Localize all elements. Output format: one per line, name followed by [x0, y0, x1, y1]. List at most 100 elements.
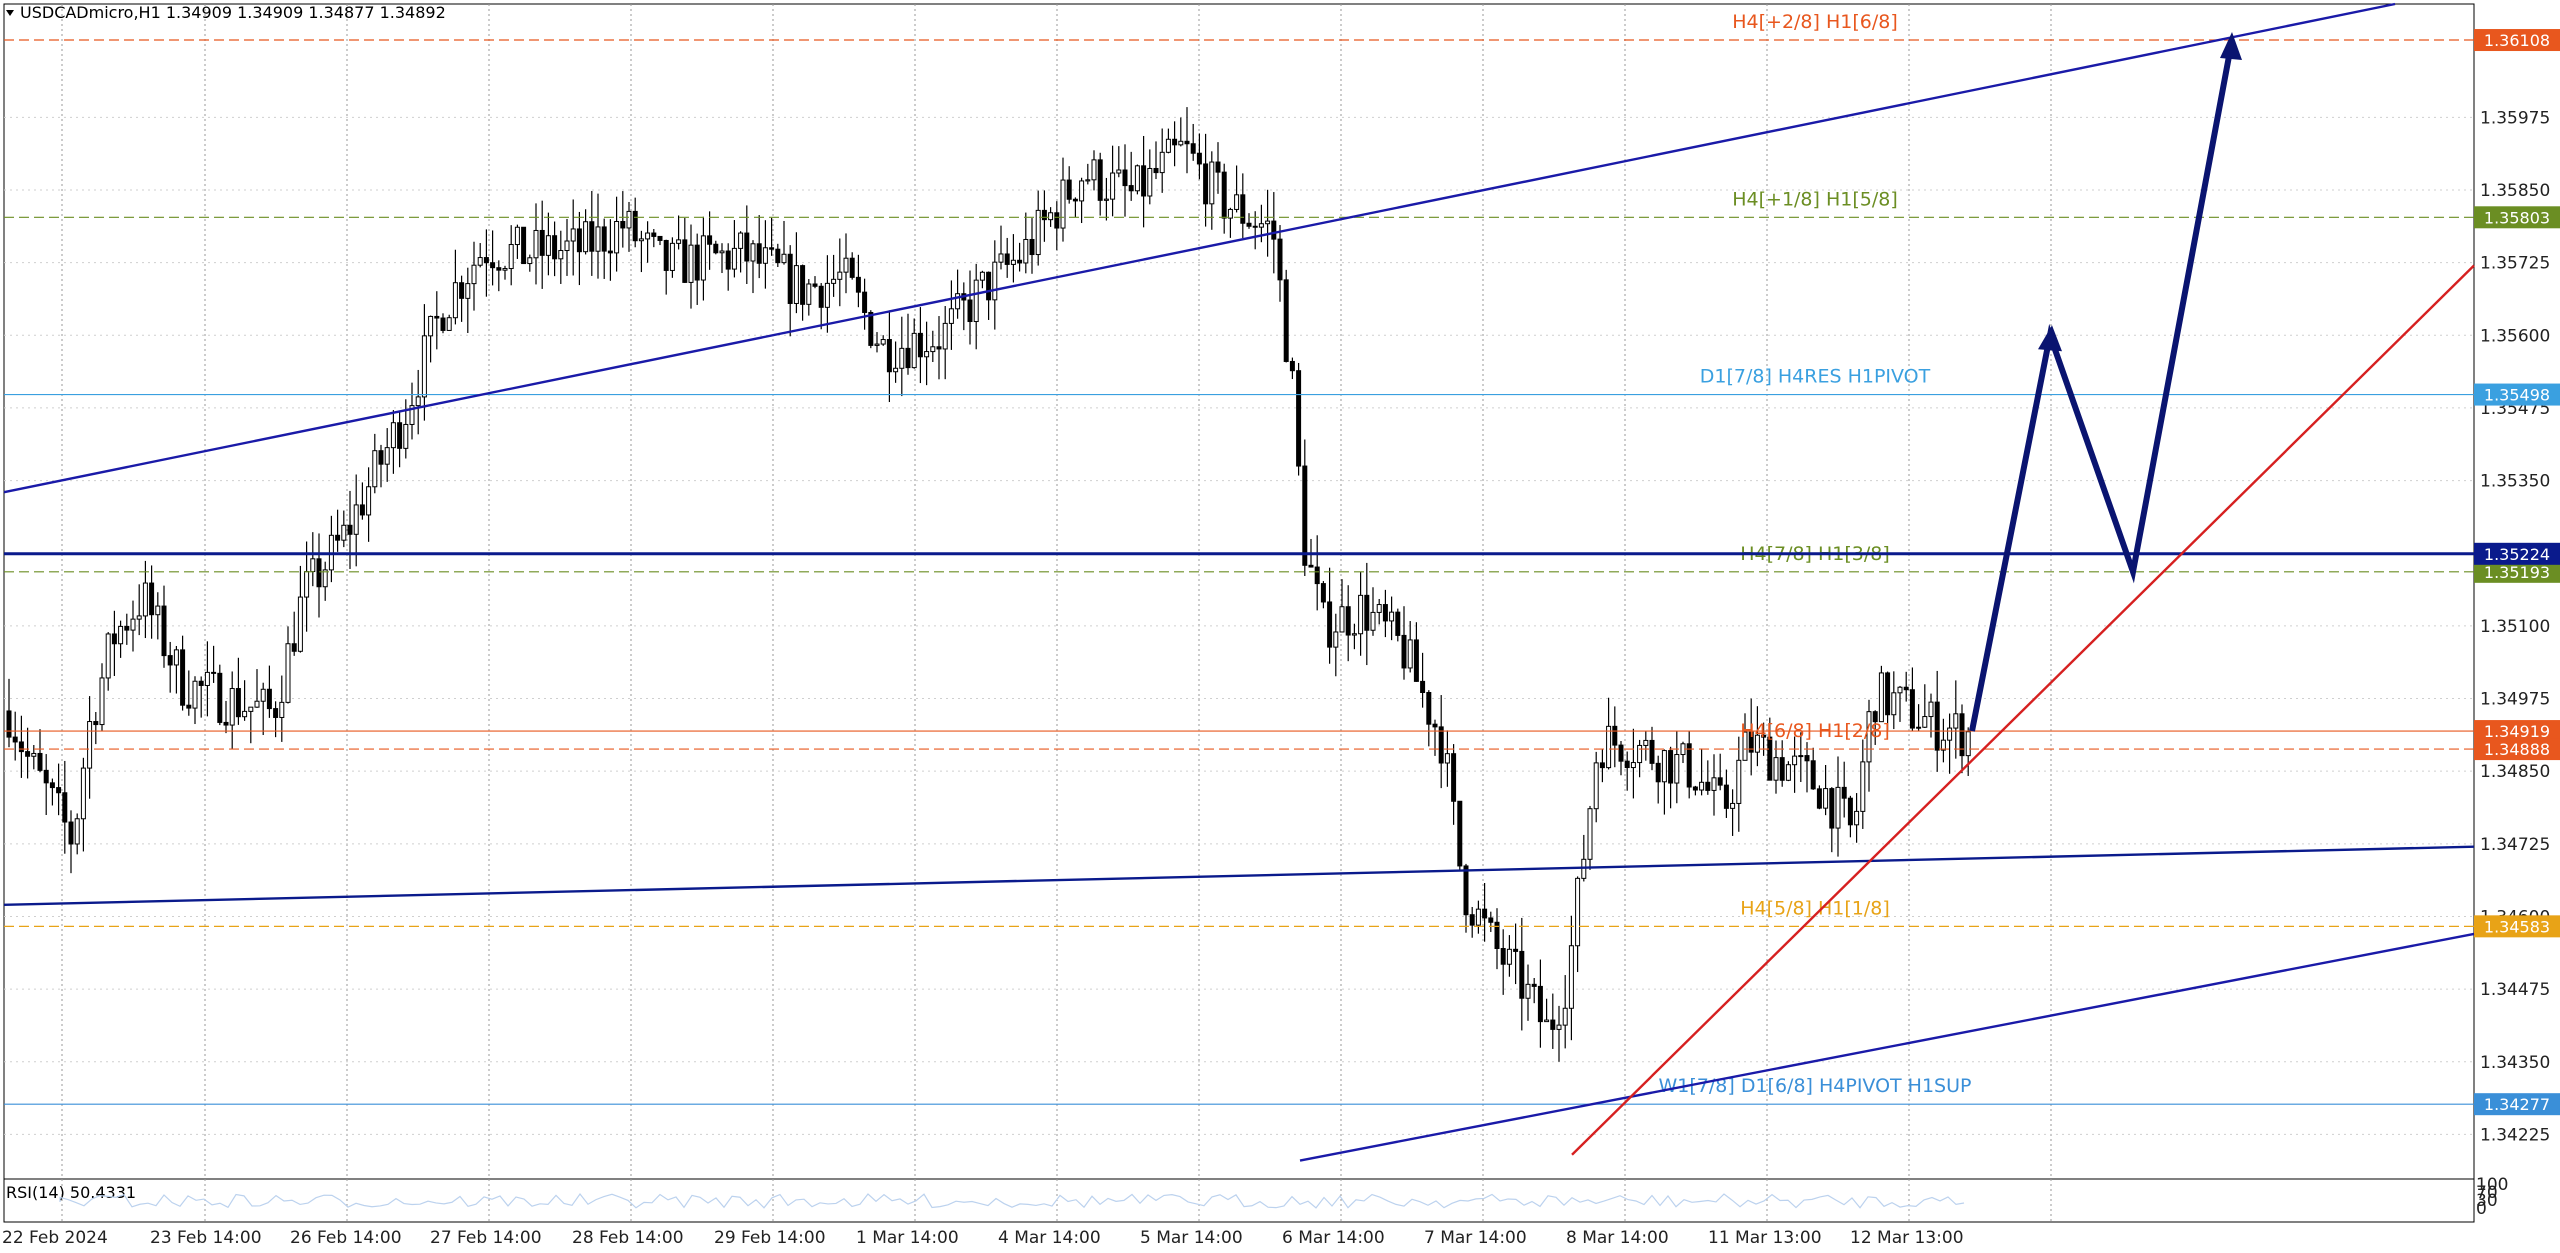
candle-body	[483, 257, 489, 264]
candle-body	[359, 504, 365, 516]
y-tick-label: 1.35725	[2480, 254, 2550, 274]
candle-body	[192, 680, 198, 709]
candle-body	[1457, 800, 1463, 867]
candle-body	[1475, 908, 1481, 926]
y-tick-label: 1.35350	[2480, 472, 2550, 492]
candle-body	[911, 332, 917, 369]
candle-body	[800, 265, 806, 305]
price-tag-label: 1.34583	[2484, 917, 2550, 936]
candle-body	[335, 534, 341, 541]
candle-body	[1934, 701, 1940, 751]
candle-body	[1376, 604, 1382, 613]
candle-body	[570, 228, 576, 242]
candle-body	[471, 264, 477, 285]
candle-body	[446, 317, 452, 331]
candle-body	[1289, 360, 1295, 372]
candle-body	[1382, 604, 1388, 622]
candle-body	[118, 625, 124, 645]
candle-body	[390, 422, 396, 449]
candle-body	[56, 787, 62, 794]
candle-body	[657, 235, 663, 241]
y-tick-label: 1.34850	[2480, 762, 2550, 782]
candle-body	[223, 721, 229, 726]
candle-body	[1010, 259, 1016, 265]
x-tick-label: 12 Mar 13:00	[1850, 1228, 1964, 1248]
candle-body	[831, 278, 837, 284]
candle-body	[1103, 198, 1109, 201]
candle-body	[1283, 279, 1289, 362]
candle-body	[1401, 634, 1407, 669]
candle-body	[1798, 755, 1804, 758]
candle-body	[719, 250, 725, 254]
candle-body	[502, 268, 508, 271]
candle-body	[1234, 194, 1240, 210]
candle-body	[886, 339, 892, 373]
candle-body	[1258, 223, 1264, 228]
candle-body	[1395, 611, 1401, 636]
candle-body	[6, 710, 12, 738]
candle-body	[1227, 208, 1233, 219]
x-tick-label: 8 Mar 14:00	[1566, 1228, 1669, 1248]
level-label: D1[7/8] H4RES H1PIVOT	[1700, 366, 1931, 388]
candle-body	[676, 239, 682, 244]
x-tick-label: 4 Mar 14:00	[998, 1228, 1101, 1248]
candle-body	[1568, 945, 1574, 1009]
candle-body	[769, 247, 775, 250]
candle-body	[12, 736, 18, 743]
candle-body	[415, 396, 421, 407]
level-label: W1[7/8] D1[6/8] H4PIVOT H1SUP	[1659, 1075, 1972, 1097]
candle-body	[1463, 865, 1469, 916]
x-tick-label: 22 Feb 2024	[2, 1228, 108, 1248]
candle-body	[1488, 917, 1494, 923]
candle-body	[1618, 744, 1624, 762]
candle-body	[316, 558, 322, 588]
trendline-rising-trend	[1571, 264, 2475, 1156]
price-tag	[2474, 206, 2560, 229]
candle-body	[242, 710, 248, 718]
candle-body	[37, 752, 43, 771]
price-tag-label: 1.35193	[2484, 563, 2550, 582]
candle-body	[1823, 788, 1829, 809]
candle-body	[1085, 179, 1091, 182]
candle-body	[1308, 564, 1314, 568]
candle-body	[1190, 143, 1196, 154]
candle-body	[1792, 755, 1798, 766]
candle-body	[1643, 739, 1649, 746]
candle-body	[452, 282, 458, 319]
candle-body	[880, 339, 886, 345]
candle-body	[1128, 185, 1134, 192]
candle-body	[1754, 734, 1760, 753]
candle-body	[490, 262, 496, 269]
candle-body	[142, 582, 148, 617]
candle-body	[403, 423, 409, 449]
candle-body	[638, 238, 644, 242]
candle-body	[409, 405, 415, 425]
candle-body	[862, 291, 868, 313]
candle-body	[353, 504, 359, 535]
candle-body	[1265, 220, 1271, 225]
x-tick-label: 23 Feb 14:00	[150, 1228, 262, 1248]
candle-body	[372, 450, 378, 488]
candle-body	[843, 257, 849, 273]
candle-body	[793, 265, 799, 304]
candle-body	[397, 422, 403, 449]
candle-body	[1878, 672, 1884, 723]
trendline-lower-channel	[1299, 932, 2475, 1162]
candle-body	[1506, 948, 1512, 965]
candle-body	[527, 257, 533, 265]
candle-body	[1748, 731, 1754, 753]
candle-body	[762, 247, 768, 264]
candle-body	[595, 226, 601, 252]
candle-body	[1364, 594, 1370, 631]
candle-body	[291, 643, 297, 652]
candle-body	[558, 250, 564, 260]
x-tick-label: 6 Mar 14:00	[1282, 1228, 1385, 1248]
candle-body	[1370, 611, 1376, 631]
candle-body	[1097, 159, 1103, 201]
candle-body	[669, 242, 675, 271]
candle-body	[1091, 159, 1097, 181]
candle-body	[868, 311, 874, 346]
candle-body	[1513, 948, 1519, 952]
candle-body	[155, 605, 161, 616]
